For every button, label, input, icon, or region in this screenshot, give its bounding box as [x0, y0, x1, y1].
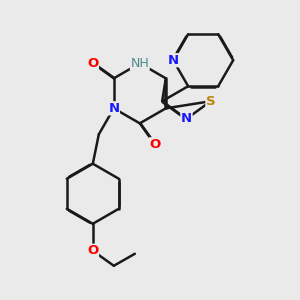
Text: NH: NH: [130, 57, 149, 70]
Text: O: O: [149, 138, 160, 151]
Text: O: O: [87, 57, 98, 70]
Text: O: O: [87, 244, 98, 257]
Text: S: S: [206, 95, 215, 108]
Text: N: N: [168, 54, 179, 67]
Text: N: N: [181, 112, 192, 125]
Text: N: N: [108, 102, 119, 115]
